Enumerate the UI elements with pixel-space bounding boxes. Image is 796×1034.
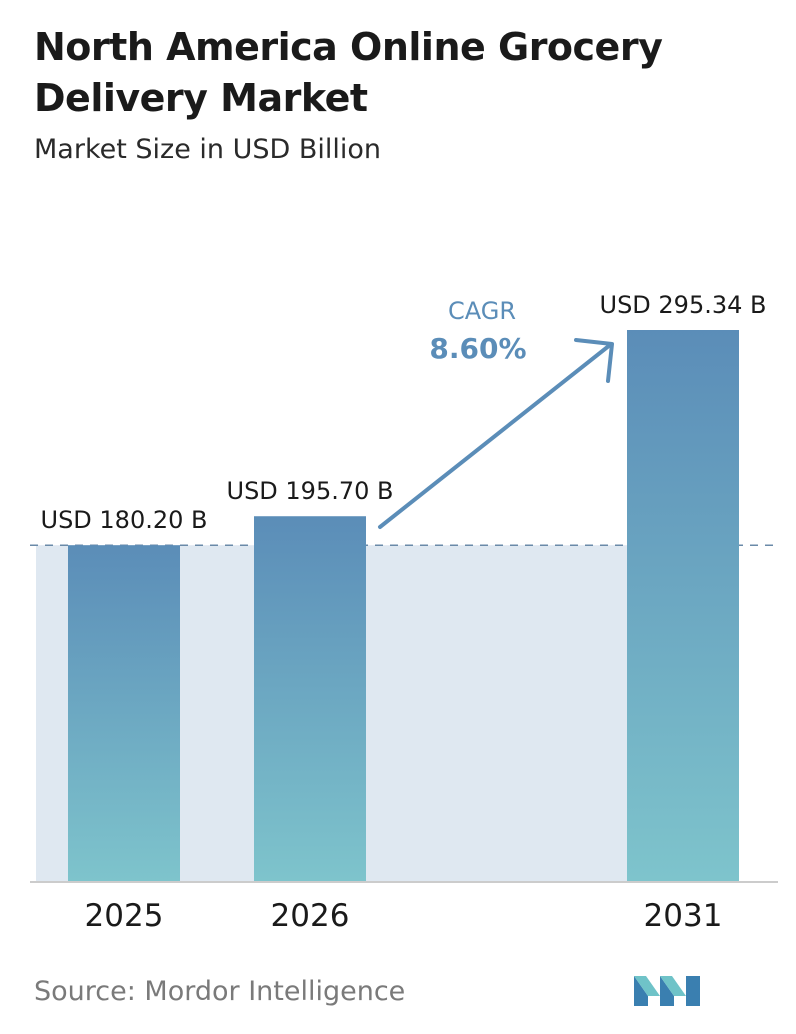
value-label-2025: USD 180.20 B: [41, 506, 208, 534]
bar-2031: [627, 330, 739, 882]
mordor-intelligence-logo-icon: [634, 976, 700, 1006]
cagr-arrow: [378, 343, 612, 529]
cagr-label: CAGR: [448, 297, 516, 325]
x-tick-label-2031: 2031: [644, 898, 723, 934]
bar-2025: [68, 545, 180, 882]
source-text: Source: Mordor Intelligence: [34, 976, 406, 1007]
cagr-arrow-head: [574, 338, 614, 383]
x-tick-label-2025: 2025: [85, 898, 164, 934]
x-tick-label-2026: 2026: [271, 898, 350, 934]
cagr-value: 8.60%: [429, 332, 526, 365]
value-label-2031: USD 295.34 B: [600, 291, 767, 319]
chart-subtitle: Market Size in USD Billion: [34, 134, 382, 165]
value-label-2026: USD 195.70 B: [227, 477, 394, 505]
chart-title: North America Online Grocery Delivery Ma…: [34, 25, 663, 120]
bar-2026: [254, 516, 366, 882]
